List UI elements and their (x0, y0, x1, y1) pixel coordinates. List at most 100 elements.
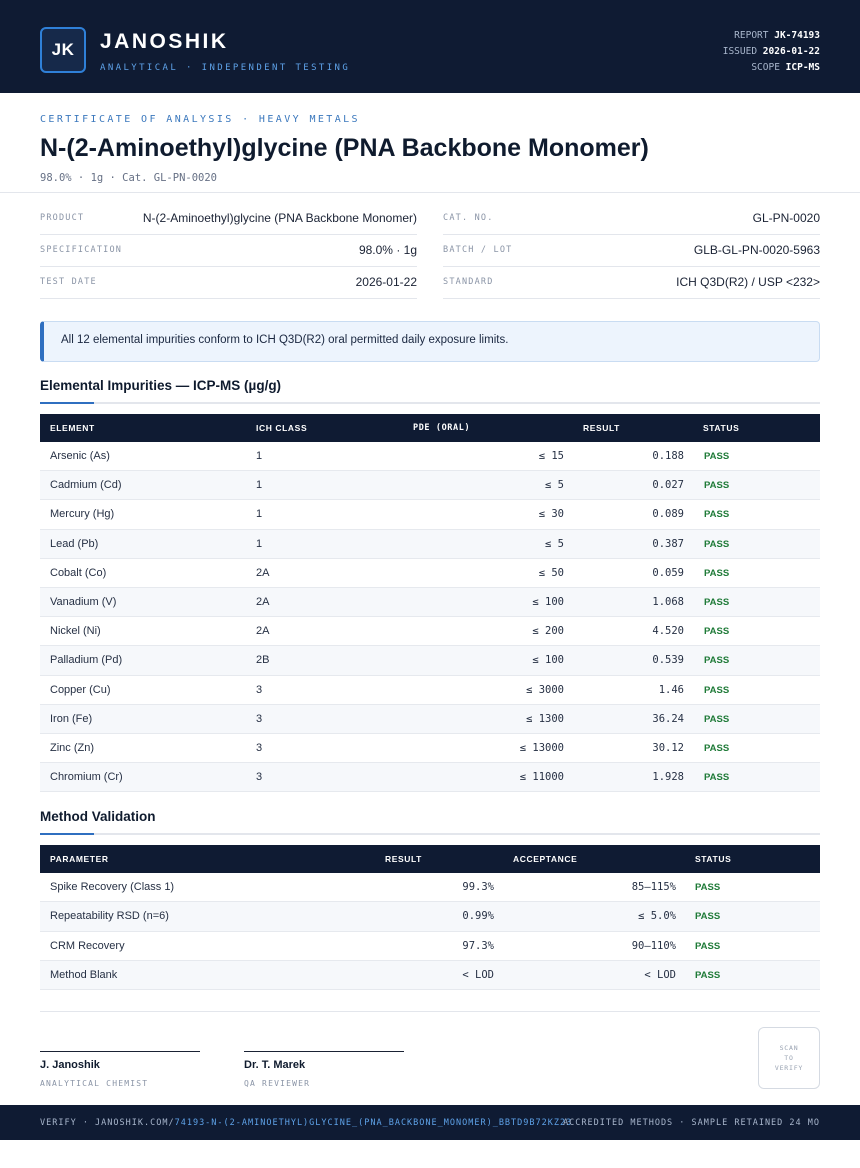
table-body: Spike Recovery (Class 1) 99.3% 85–115% PASS… (40, 873, 820, 991)
pde-limit: ≤ 200 (532, 625, 564, 638)
parameter-name: Repeatability RSD (n=6) (50, 910, 169, 923)
table-row: Lead (Pb) 1 ≤ 5 0.387 PASS (40, 529, 820, 559)
result-value: 30.12 (652, 741, 684, 754)
table-row: Vanadium (V) 2A ≤ 100 1.068 PASS (40, 587, 820, 618)
status-badge: PASS (704, 772, 730, 784)
report-number: REPORT JK-74193 (734, 30, 820, 41)
parameter-name: CRM Recovery (50, 939, 125, 952)
ich-class: 2A (256, 566, 270, 579)
divider (40, 1011, 820, 1012)
element-name: Palladium (Pd) (50, 654, 123, 667)
status-badge: PASS (704, 451, 730, 462)
info-specification: SPECIFICATION 98.0% · 1g (40, 235, 417, 267)
result-value: 1.928 (652, 771, 684, 784)
ich-class: 3 (256, 771, 263, 784)
table-header: ELEMENT ICH CLASS PDE (ORAL) RESULT STAT… (40, 414, 820, 442)
pde-limit: ≤ 5 (545, 537, 564, 550)
result-value: 0.387 (652, 537, 684, 550)
element-name: Zinc (Zn) (50, 741, 94, 754)
table-header: PARAMETER RESULT ACCEPTANCE STATUS (40, 845, 820, 873)
result-value: 0.539 (652, 654, 684, 667)
table-row: Cobalt (Co) 2A ≤ 50 0.059 PASS (40, 559, 820, 588)
table-row: Method Blank < LOD < LOD PASS (40, 960, 820, 991)
element-name: Iron (Fe) (50, 712, 93, 725)
brand-name: JANOSHIK (100, 30, 229, 53)
pde-limit: ≤ 50 (538, 566, 564, 579)
page-title: N-(2-Aminoethyl)glycine (PNA Backbone Mo… (40, 134, 649, 162)
result-value: 0.99% (462, 910, 494, 923)
element-name: Mercury (Hg) (50, 508, 115, 521)
element-name: Lead (Pb) (50, 537, 99, 550)
result-value: < LOD (462, 968, 494, 981)
info-catalog-number: CAT. NO. GL-PN-0020 (443, 203, 820, 235)
signatory-role: QA REVIEWER (244, 1079, 311, 1088)
column-header: PARAMETER (50, 854, 109, 864)
table-row: CRM Recovery 97.3% 90–110% PASS (40, 932, 820, 961)
section-rule (40, 833, 820, 835)
status-badge: PASS (704, 655, 730, 667)
conformance-notice: All 12 elemental impurities conform to I… (40, 321, 820, 362)
ich-class: 1 (256, 479, 263, 492)
status-badge: PASS (704, 713, 730, 725)
status-badge: PASS (695, 940, 721, 952)
info-label: SPECIFICATION (40, 245, 123, 255)
signature-line (244, 1051, 404, 1052)
status-badge: PASS (704, 509, 730, 521)
ich-class: 3 (256, 741, 263, 754)
ich-class: 3 (256, 683, 263, 696)
report-header: JK JANOSHIK ANALYTICAL · INDEPENDENT TES… (0, 0, 860, 93)
element-name: Chromium (Cr) (50, 771, 123, 784)
signatory-name: Dr. T. Marek (244, 1059, 306, 1071)
product-subline: 98.0% · 1g · Cat. GL-PN-0020 (40, 172, 218, 184)
report-meta: REPORT JK-74193 ISSUED 2026-01-22 SCOPE … (723, 28, 820, 76)
pde-limit: ≤ 11000 (519, 771, 564, 784)
status-badge: PASS (704, 596, 730, 608)
info-label: CAT. NO. (443, 213, 494, 223)
verify-qr-code[interactable]: SCAN TO VERIFY (758, 1027, 820, 1089)
table-body: Arsenic (As) 1 ≤ 15 0.188 PASS Cadmium (Cd) 1 ≤… (40, 442, 820, 793)
element-name: Cobalt (Co) (50, 566, 107, 579)
info-standard: STANDARD ICH Q3D(R2) / USP <232> (443, 267, 820, 299)
info-label: TEST DATE (40, 277, 97, 287)
info-value: GLB-GL-PN-0020-5963 (693, 243, 820, 257)
report-footer: VERIFY · JANOSHIK.COM/74193-N-(2-AMINOET… (0, 1105, 860, 1140)
ich-class: 1 (256, 537, 263, 550)
validation-section-title: Method Validation (40, 809, 156, 824)
column-header: RESULT (385, 854, 422, 864)
table-row: Arsenic (As) 1 ≤ 15 0.188 PASS (40, 442, 820, 472)
scope: SCOPE ICP-MS (751, 62, 820, 73)
info-test-date: TEST DATE 2026-01-22 (40, 267, 417, 299)
column-header: PDE (ORAL) (413, 423, 471, 433)
result-value: 97.3% (462, 939, 494, 952)
signatory-name: J. Janoshik (40, 1059, 100, 1071)
pde-limit: ≤ 30 (538, 508, 564, 521)
acceptance-range: < LOD (644, 968, 676, 981)
footer-note: ACCREDITED METHODS · SAMPLE RETAINED 24 … (563, 1118, 820, 1128)
status-badge: PASS (704, 538, 730, 550)
result-value: 1.46 (658, 683, 684, 696)
result-value: 1.068 (652, 595, 684, 608)
acceptance-range: 90–110% (631, 939, 676, 952)
pde-limit: ≤ 15 (538, 450, 564, 462)
table-row: Iron (Fe) 3 ≤ 1300 36.24 PASS (40, 704, 820, 734)
issued-date: ISSUED 2026-01-22 (722, 46, 820, 57)
element-name: Copper (Cu) (50, 683, 111, 696)
brand-tagline: ANALYTICAL · INDEPENDENT TESTING (100, 63, 351, 73)
pde-limit: ≤ 3000 (526, 683, 564, 696)
element-name: Arsenic (As) (50, 450, 110, 462)
ich-class: 1 (256, 508, 263, 521)
section-rule-accent (40, 402, 94, 404)
column-header: STATUS (695, 854, 732, 864)
divider (0, 192, 860, 193)
result-value: 99.3% (462, 881, 494, 893)
document-type: CERTIFICATE OF ANALYSIS · HEAVY METALS (40, 114, 360, 125)
parameter-name: Method Blank (50, 968, 118, 981)
acceptance-range: 85–115% (631, 881, 676, 893)
result-value: 0.027 (652, 479, 684, 492)
result-value: 0.059 (652, 566, 684, 579)
pde-limit: ≤ 13000 (519, 741, 564, 754)
info-label: STANDARD (443, 277, 494, 287)
column-header: ICH CLASS (256, 423, 308, 433)
acceptance-range: ≤ 5.0% (638, 910, 676, 923)
verify-link[interactable]: VERIFY · JANOSHIK.COM/74193-N-(2-AMINOET… (40, 1118, 573, 1128)
